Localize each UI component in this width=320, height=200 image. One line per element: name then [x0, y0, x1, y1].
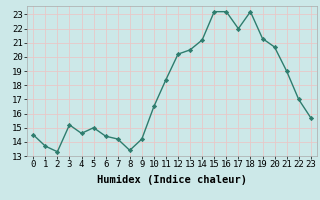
- X-axis label: Humidex (Indice chaleur): Humidex (Indice chaleur): [97, 175, 247, 185]
